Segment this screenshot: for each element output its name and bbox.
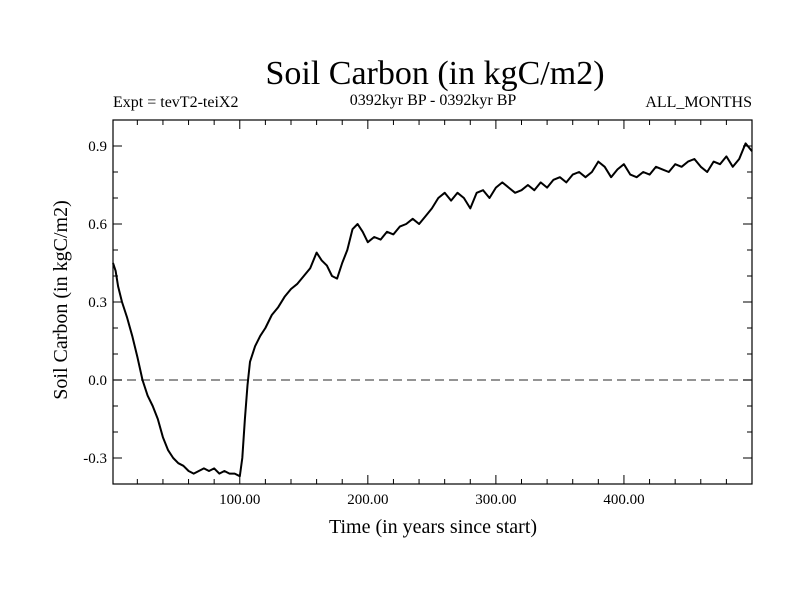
y-tick-label: 0.6 [88, 217, 107, 233]
ticks: 100.00 200.00 300.00 400.00 -0.3 0.0 0.3 0.6 0.9 [83, 119, 752, 508]
x-tick-label: 200.00 [347, 492, 388, 508]
y-tick-label: 0.0 [88, 373, 107, 389]
y-tick-label: 0.3 [88, 295, 107, 311]
y-tick-label: -0.3 [83, 451, 107, 467]
months-label: ALL_MONTHS [645, 94, 752, 111]
x-axis-label: Time (in years since start) [329, 516, 537, 538]
series-layer [112, 142, 753, 478]
experiment-label: Expt = tevT2-teiX2 [113, 94, 238, 111]
axes [112, 119, 753, 485]
x-tick-label: 400.00 [603, 492, 644, 508]
x-tick-label: 300.00 [475, 492, 516, 508]
series-line-0 [112, 142, 753, 478]
chart-title: Soil Carbon (in kgC/m2) [265, 55, 604, 92]
period-label: 0392kyr BP - 0392kyr BP [350, 92, 517, 109]
y-axis-label: Soil Carbon (in kgC/m2) [50, 200, 72, 399]
y-tick-label: 0.9 [88, 139, 107, 155]
plot-frame [112, 119, 753, 485]
x-tick-label: 100.00 [219, 492, 260, 508]
